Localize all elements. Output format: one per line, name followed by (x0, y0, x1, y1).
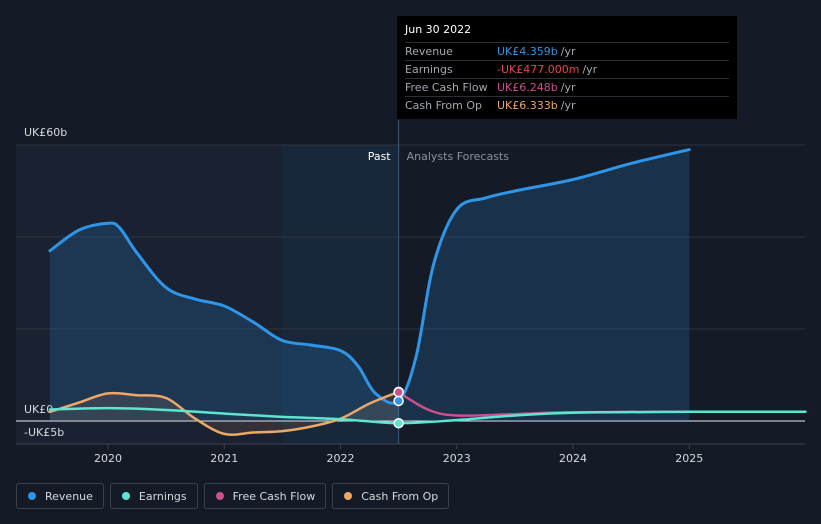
tooltip-label: Cash From Op (405, 99, 483, 112)
past-label: Past (368, 150, 392, 163)
tooltip-value: UK£4.359b (497, 45, 558, 58)
chart-area: UK£60b UK£0 -UK£5b Past Analysts Forecasts 20… (16, 120, 807, 465)
legend-dot-icon (121, 492, 130, 500)
legend-item-earnings[interactable]: Earnings (109, 483, 198, 509)
tooltip-date: Jun 30 2022 (405, 23, 472, 36)
free-cash-flow-marker (393, 387, 404, 398)
tooltip-value: UK£6.248b (497, 81, 558, 94)
tooltip-row-free-cash-flow: Free Cash Flow UK£6.248b /yr (405, 78, 729, 96)
y-label-zero: UK£0 (24, 403, 53, 416)
earnings-line (48, 406, 807, 425)
tooltip-row-earnings: Earnings -UK£477.000m /yr (405, 60, 729, 78)
highlight-band (282, 145, 399, 444)
tooltip-value: UK£6.333b (497, 99, 558, 112)
tooltip-unit: /yr (560, 81, 576, 94)
x-tick-label: 2024 (559, 452, 587, 465)
tooltip-label: Earnings (405, 63, 453, 76)
legend-label: Earnings (138, 489, 187, 503)
tooltip: Jun 30 2022 Revenue UK£4.359b /yr Earnin… (397, 16, 737, 119)
earnings-marker (393, 417, 404, 429)
revenue-line (48, 148, 691, 405)
y-label-top: UK£60b (24, 126, 67, 139)
tooltip-unit: /yr (560, 99, 576, 112)
tooltip-label: Free Cash Flow (405, 81, 488, 94)
legend-label: Revenue (45, 489, 93, 503)
legend-dot-icon (28, 492, 36, 500)
legend-item-cash-from-op[interactable]: Cash From Op (332, 483, 450, 509)
legend-dot-icon (344, 492, 353, 500)
forecast-label: Analysts Forecasts (407, 150, 510, 163)
tooltip-unit: /yr (582, 63, 598, 76)
tooltip-label: Revenue (405, 45, 453, 58)
legend-label: Cash From Op (361, 489, 439, 503)
tooltip-row-cash-from-op: Cash From Op UK£6.333b /yr (405, 96, 729, 114)
legend-label: Free Cash Flow (232, 489, 316, 503)
x-tick-label: 2021 (210, 452, 238, 465)
legend-item-revenue[interactable]: Revenue (16, 483, 104, 509)
revenue-marker (393, 395, 404, 407)
x-tick-label: 2020 (94, 452, 122, 465)
x-tick-label: 2025 (675, 452, 703, 465)
revenue-area (49, 149, 690, 421)
legend-dot-icon (215, 492, 224, 500)
tooltip-row-revenue: Revenue UK£4.359b /yr (405, 42, 729, 60)
cash-from-op-area (49, 391, 399, 435)
x-tick-label: 2023 (443, 452, 471, 465)
tooltip-unit: /yr (560, 45, 576, 58)
tooltip-value: -UK£477.000m (497, 63, 580, 76)
x-tick-label: 2022 (327, 452, 355, 465)
y-label-bottom: -UK£5b (24, 426, 64, 439)
legend-item-free-cash-flow[interactable]: Free Cash Flow (203, 483, 327, 509)
legend: Revenue Earnings Free Cash Flow Cash Fro… (16, 483, 450, 509)
